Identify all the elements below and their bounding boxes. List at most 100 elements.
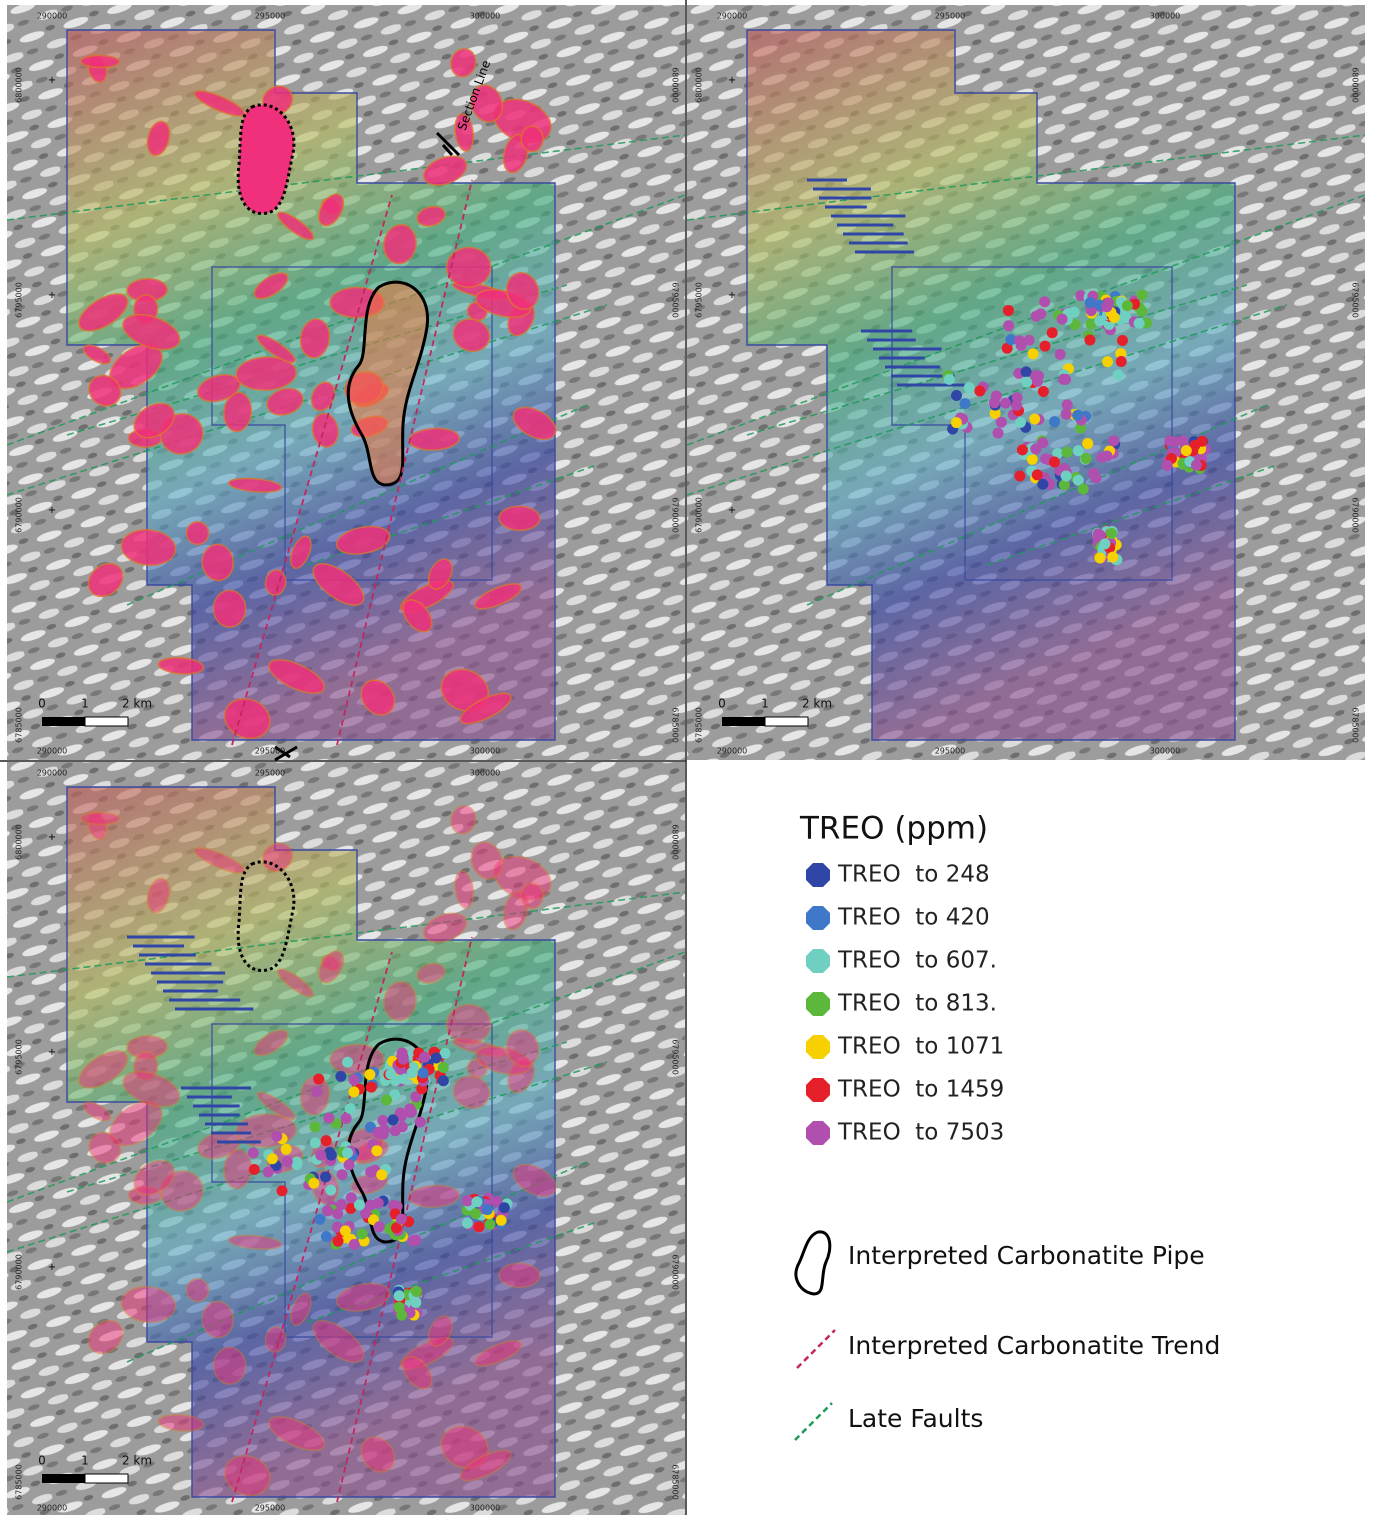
sample-point [1108,435,1119,446]
sample-point [348,1074,359,1085]
sample-point [366,1082,377,1093]
sample-point [951,390,962,401]
anomaly-blob [446,1004,491,1044]
anomaly-blob [213,1347,246,1384]
sample-point [960,398,971,409]
sample-point [499,1202,510,1213]
sample-point [1000,398,1011,409]
sample-point [1061,447,1072,458]
x-coordinate-label: 290000 [37,1504,68,1513]
sample-point [321,1231,332,1242]
sample-point [263,1167,274,1178]
y-coordinate-label: 6795000 [15,1039,24,1075]
x-coordinate-label: 290000 [37,12,68,21]
sample-point [1101,301,1112,312]
y-coordinate-label: 6795000 [695,282,704,318]
scale-label: 0 [38,1454,46,1468]
sample-point [376,1169,387,1180]
sample-point [996,417,1007,428]
sample-point [313,1073,324,1084]
y-coordinate-label: 6795000 [15,282,24,318]
sample-point [249,1164,260,1175]
sample-point [354,1199,365,1210]
sample-point [291,1159,302,1170]
sample-point [1049,416,1060,427]
sample-point [390,1125,401,1136]
scale-label: 0 [38,697,46,711]
scale-label: 2 km [122,1454,152,1468]
sample-point [1021,377,1032,388]
sample-point [374,1221,385,1232]
map-body [7,762,685,1515]
y-coordinate-label: 6785000 [695,707,704,743]
sample-point [1081,453,1092,464]
sample-point [1134,318,1145,329]
map-body [7,5,685,760]
y-coordinate-label: 6800000 [671,824,680,860]
legend-label: TREO to 1071 [837,1034,1004,1060]
sample-point [342,1147,353,1158]
legend-symbol-label: Interpreted Carbonatite Pipe [848,1241,1205,1270]
sample-point [1037,437,1048,448]
sample-point [388,1114,399,1125]
sample-point [340,1225,351,1236]
sample-point [282,1156,293,1167]
sample-point [431,1052,442,1063]
sample-point [1021,366,1032,377]
grid-cross: + [48,1047,56,1058]
sample-point [320,1171,331,1182]
y-coordinate-label: 6790000 [695,497,704,533]
x-coordinate-label: 295000 [255,1504,286,1513]
sample-point [1028,348,1039,359]
sample-point [325,1185,336,1196]
x-coordinate-label: 300000 [470,12,501,21]
x-coordinate-label: 290000 [37,769,68,778]
sample-point [470,1208,481,1219]
map-body [687,5,1365,760]
sample-point [385,1069,396,1080]
grid-cross: + [48,290,56,301]
sample-point [1027,454,1038,465]
sample-point [471,1196,482,1207]
legend-title: TREO (ppm) [799,811,988,847]
y-coordinate-label: 6800000 [15,824,24,860]
sample-point [485,1219,496,1230]
sample-point [1164,436,1175,447]
sample-point [462,1218,473,1229]
anomaly-blob [499,1263,540,1288]
anomaly-blob [446,247,491,287]
y-coordinate-label: 6790000 [15,1254,24,1290]
sample-point [1011,400,1022,411]
sample-point [1090,473,1101,484]
sample-point [462,1195,473,1206]
sample-point [951,417,962,428]
sample-point [1072,410,1083,421]
grid-cross: + [48,1262,56,1273]
y-coordinate-label: 6785000 [671,707,680,743]
sample-point [1060,374,1071,385]
sample-point [415,1117,426,1128]
sample-point [348,1086,359,1097]
sample-point [1078,484,1089,495]
sample-point [277,1185,288,1196]
sample-point [1003,305,1014,316]
sample-point [1055,349,1066,360]
sample-point [1094,315,1105,326]
sample-point [308,1178,319,1189]
sample-point [1102,356,1113,367]
sample-point [310,1137,321,1148]
legend-label: TREO to 7503 [837,1120,1004,1146]
grid-cross: + [48,505,56,516]
sample-point [1085,297,1096,308]
sample-point [1024,335,1035,346]
sample-point [410,1297,421,1308]
sample-point [326,1150,337,1161]
sample-point [315,1150,326,1161]
legend-label: TREO to 813. [837,991,997,1017]
sample-point [438,1075,449,1086]
sample-point [1032,469,1043,480]
y-coordinate-label: 6800000 [695,67,704,103]
sample-point [944,374,955,385]
legend-swatch [806,1078,830,1102]
x-coordinate-label: 295000 [935,12,966,21]
